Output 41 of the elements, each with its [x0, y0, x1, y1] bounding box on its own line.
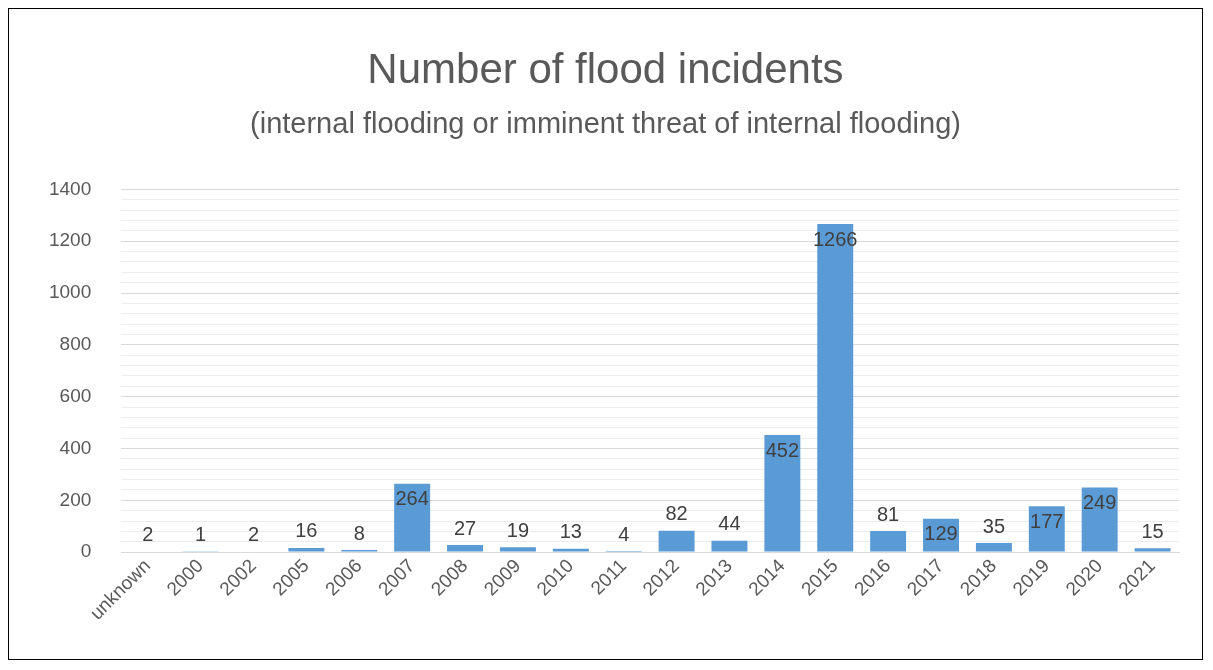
- data-label: 44: [718, 512, 741, 535]
- y-tick-label: 1400: [48, 177, 92, 199]
- data-label: 27: [453, 516, 477, 539]
- bar: [1028, 506, 1065, 552]
- bar: [288, 547, 325, 552]
- data-label: 129: [924, 522, 958, 545]
- y-tick-label: 200: [59, 488, 92, 510]
- data-label: 4: [618, 522, 630, 545]
- y-tick-label: 800: [59, 333, 92, 355]
- data-label: 15: [1141, 519, 1164, 542]
- data-label: 2: [142, 523, 154, 546]
- data-label: 13: [559, 520, 582, 543]
- data-label: 452: [765, 438, 800, 461]
- bar: [499, 547, 536, 552]
- data-label: 82: [665, 502, 688, 525]
- bar: [711, 540, 748, 552]
- data-label: 16: [295, 519, 318, 542]
- y-tick-label: 1200: [48, 229, 92, 251]
- data-label: 2: [247, 523, 260, 546]
- data-label: 19: [506, 518, 530, 541]
- bar: [975, 543, 1012, 552]
- y-tick-label: 400: [59, 436, 92, 458]
- data-label: 249: [1082, 491, 1117, 514]
- data-label: 35: [982, 514, 1006, 537]
- bar: [764, 435, 801, 552]
- data-label: 177: [1030, 509, 1064, 532]
- bar: [447, 545, 484, 552]
- chart-subtitle: (internal flooding or imminent threat of internal flooding): [249, 107, 962, 140]
- bar: [552, 548, 589, 552]
- bar: [658, 530, 695, 552]
- data-label: 264: [395, 487, 429, 510]
- data-label: 81: [877, 502, 900, 525]
- data-label: 8: [353, 521, 365, 544]
- y-tick-label: 0: [80, 540, 92, 562]
- bar: [870, 531, 907, 552]
- chart-title: Number of flood incidents: [366, 45, 845, 93]
- data-label: 1: [195, 523, 207, 546]
- y-tick-label: 600: [59, 384, 92, 406]
- bar: [394, 483, 431, 552]
- bar: [1134, 548, 1171, 552]
- y-tick-label: 1000: [48, 281, 92, 303]
